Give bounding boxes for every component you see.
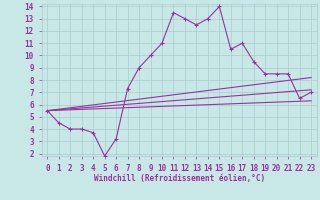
X-axis label: Windchill (Refroidissement éolien,°C): Windchill (Refroidissement éolien,°C) <box>94 174 265 183</box>
